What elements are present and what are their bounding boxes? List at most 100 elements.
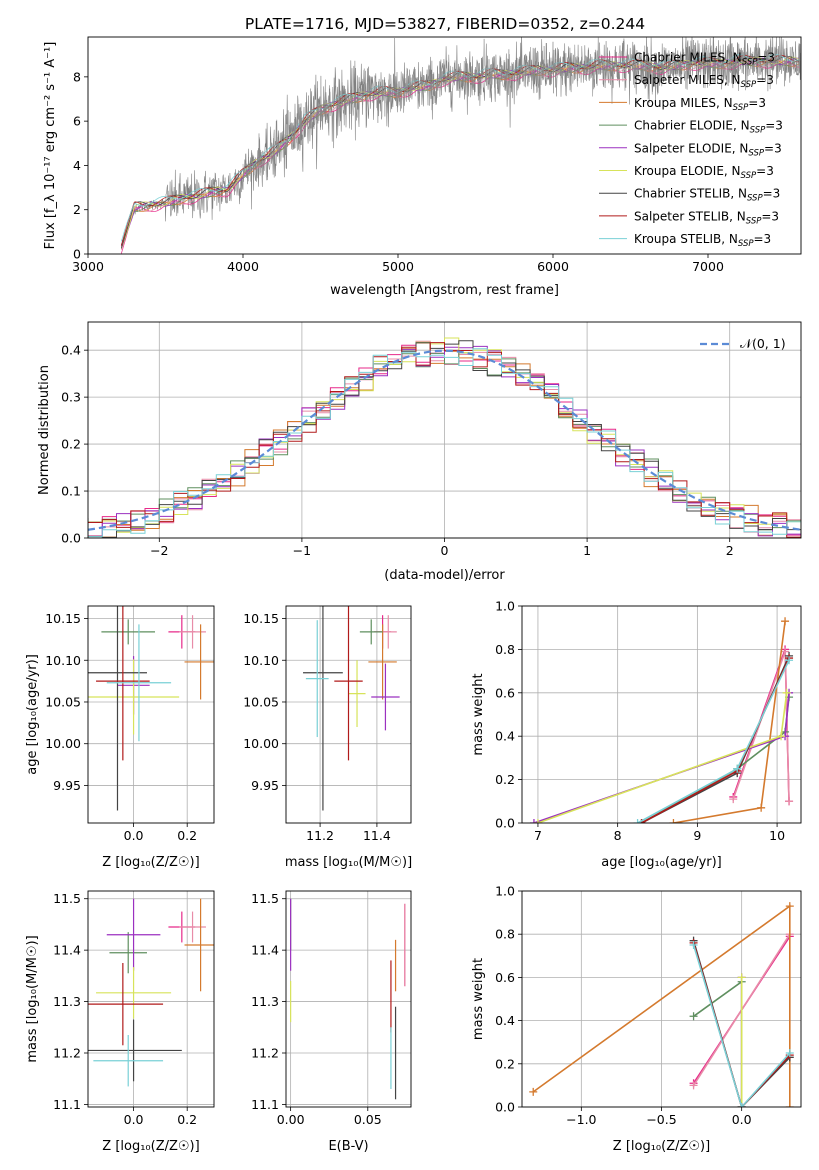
mass-weight-line [692, 944, 791, 1107]
plot-frame [521, 890, 802, 1108]
x-tick-label: 11.2 [306, 828, 334, 843]
mass-weight-marker [777, 732, 786, 741]
x-tick-label: 0.0 [732, 1112, 752, 1127]
y-axis-label: Flux [f_λ 10⁻¹⁷ erg cm⁻² s⁻¹ A⁻¹] [43, 42, 58, 250]
mass-weight-marker [529, 1087, 538, 1096]
y-axis-label: mass weight [471, 673, 486, 755]
legend-subscript: SSP [733, 103, 749, 113]
legend-suffix: =3 [761, 209, 779, 223]
y-tick-label: 9.95 [53, 778, 81, 793]
y-tick-label: 0.0 [61, 531, 81, 546]
x-tick-label: 0.00 [277, 1112, 305, 1127]
legend-entry: Salpeter STELIB, NSSP=3 [634, 209, 779, 226]
legend-entry: 𝒩(0, 1) [740, 336, 786, 351]
x-tick-label: 10 [769, 828, 785, 843]
x-tick-label: −0.5 [646, 1112, 676, 1127]
mass-weight-marker [785, 902, 794, 911]
normal-curve [88, 349, 801, 531]
legend-subscript: SSP [746, 216, 762, 226]
legend-entry: Kroupa ELODIE, NSSP=3 [634, 164, 774, 181]
y-tick-label: 2 [73, 202, 81, 217]
y-tick-label: 11.4 [53, 943, 81, 958]
age-vs-mass-panel: 11.2 11.4 9.95 10.00 10.05 10.10 10.15 mass [lo… [243, 605, 412, 870]
y-tick-label: 0.0 [495, 816, 515, 831]
mass-vs-ebv-panel: 0.00 0.05 11.1 11.2 11.3 11.4 11.5 E(B-V) [251, 890, 412, 1154]
y-tick-label: 0.2 [495, 772, 515, 787]
y-tick-label: 11.3 [53, 994, 81, 1009]
residuals-panel: −2 −1 0 1 2 0.0 0.1 0.2 0.3 0.4 (data-model)/error… [37, 321, 802, 583]
legend-subscript: SSP [747, 194, 763, 204]
legend-entry: Kroupa MILES, NSSP=3 [634, 96, 766, 113]
y-tick-label: 0.4 [495, 729, 515, 744]
plot-frame [87, 605, 215, 824]
x-axis-label: mass [log₁₀(M/M☉)] [285, 855, 412, 870]
mass-weight-marker [733, 764, 742, 773]
legend-entry: Chabrier STELIB, NSSP=3 [634, 187, 780, 204]
y-tick-label: 9.95 [251, 778, 279, 793]
x-tick-label: −2 [150, 543, 168, 558]
x-tick-label: 2 [726, 543, 734, 558]
spectrum-panel: 3000 4000 5000 6000 7000 0 2 4 6 8 wavelength [Ang… [43, 36, 802, 298]
legend-subscript: SSP [741, 171, 757, 181]
plot-frame [87, 890, 215, 1108]
y-tick-label: 11.1 [53, 1097, 81, 1112]
y-tick-label: 0.2 [61, 437, 81, 452]
mass-weight-marker [529, 819, 538, 823]
plot-frame [285, 605, 412, 824]
y-tick-label: 10.05 [243, 694, 279, 709]
mass-weight-marker [785, 1103, 794, 1107]
legend-suffix: =3 [756, 164, 774, 178]
x-axis-label: E(B-V) [328, 1139, 368, 1154]
x-tick-label: 9 [693, 828, 701, 843]
legend-suffix: =3 [764, 141, 782, 155]
y-axis-label: age [log₁₀(age/yr)] [25, 654, 40, 775]
legend-subscript: SSP [748, 148, 764, 158]
mass-weight-marker [669, 819, 678, 823]
y-tick-label: 0.4 [61, 343, 81, 358]
legend-subscript: SSP [750, 126, 766, 136]
y-tick-label: 0 [73, 247, 81, 262]
legend-entry: Salpeter MILES, NSSP=3 [634, 73, 774, 90]
y-tick-label: 0.0 [495, 1100, 515, 1115]
x-axis-label: (data-model)/error [384, 568, 505, 583]
legend-suffix: =3 [754, 232, 772, 246]
y-tick-label: 10.00 [45, 736, 81, 751]
x-tick-label: 3000 [72, 259, 104, 274]
legend-suffix: =3 [756, 73, 774, 87]
x-axis-label: Z [log₁₀(Z/Z☉)] [102, 1139, 199, 1154]
legend-entry: Chabrier MILES, NSSP=3 [634, 51, 775, 68]
plot-frame [87, 36, 802, 255]
figure-title: PLATE=1716, MJD=53827, FIBERID=0352, z=0… [245, 15, 645, 33]
y-tick-label: 11.5 [53, 891, 81, 906]
mass-weight-marker [785, 1049, 794, 1057]
y-tick-label: 1.0 [495, 884, 515, 899]
legend-entry: Salpeter ELODIE, NSSP=3 [634, 141, 782, 158]
y-tick-label: 8 [73, 69, 81, 84]
x-tick-label: 0.0 [124, 828, 144, 843]
mass-weight-marker [729, 795, 738, 804]
y-tick-label: 0.8 [495, 642, 515, 657]
x-tick-label: 11.4 [363, 828, 391, 843]
mass-weight-line [693, 980, 743, 1107]
x-tick-label: 0 [441, 543, 449, 558]
x-tick-label: 7 [534, 828, 542, 843]
plot-frame [521, 605, 802, 824]
legend-entry: Chabrier ELODIE, NSSP=3 [634, 119, 783, 136]
spectrum-data-line [242, 37, 801, 185]
x-tick-label: 6000 [537, 259, 569, 274]
legend-suffix: =3 [763, 187, 781, 201]
x-tick-label: −1 [293, 543, 311, 558]
spectrum-model-line [120, 61, 801, 254]
legend-subscript: SSP [742, 58, 758, 68]
y-tick-label: 10.15 [243, 611, 279, 626]
legend-entry: Kroupa STELIB, NSSP=3 [634, 232, 771, 249]
y-tick-label: 11.2 [251, 1046, 279, 1061]
x-tick-label: 0.2 [177, 828, 197, 843]
x-tick-label: 4000 [227, 259, 259, 274]
y-tick-label: 0.6 [495, 970, 515, 985]
y-tick-label: 10.10 [243, 653, 279, 668]
mass-weight-marker [785, 797, 794, 806]
y-tick-label: 0.4 [495, 1013, 515, 1028]
mass-weight-line [537, 692, 788, 823]
